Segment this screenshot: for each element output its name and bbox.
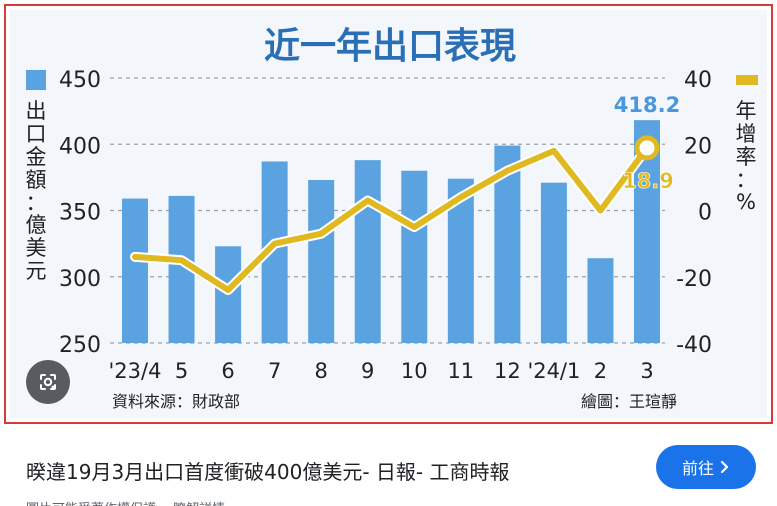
source-note: 資料來源：財政部 — [112, 392, 240, 411]
result-title[interactable]: 暌違19月3月出口首度衝破400億美元- 日報- 工商時報 — [26, 460, 510, 484]
left-axis-label-char: 口 — [26, 122, 47, 146]
right-tick-label: 20 — [684, 134, 712, 159]
visit-button[interactable]: 前往 — [656, 445, 756, 489]
x-tick-label: 11 — [447, 359, 474, 383]
left-tick-label: 250 — [59, 333, 101, 358]
bar — [122, 198, 148, 343]
bar — [401, 170, 428, 343]
x-tick-label: 5 — [175, 359, 188, 383]
right-tick-label: -20 — [676, 267, 712, 292]
left-axis-label-char: ： — [26, 191, 47, 215]
x-tick-label: '24/1 — [527, 359, 580, 383]
line-end-marker — [634, 135, 660, 161]
right-axis-label-char: 年 — [736, 99, 757, 123]
x-tick-label: 10 — [401, 359, 428, 383]
x-tick-label: '23/4 — [109, 359, 162, 383]
line-legend-swatch — [736, 75, 758, 85]
x-tick-label: 3 — [640, 359, 653, 383]
line-last-value-label: 18.9 — [622, 169, 674, 193]
right-axis-label-char: 率 — [736, 145, 757, 169]
right-axis-label-char: ： — [736, 168, 757, 192]
bar — [354, 160, 381, 343]
left-axis-label-char: 億 — [26, 213, 47, 237]
export-chart: 近一年出口表現45040035030025040200-20-40出口金額：億美… — [10, 10, 767, 418]
left-axis-label-char: 額 — [26, 168, 47, 192]
right-axis-label-char: % — [736, 190, 756, 214]
left-tick-label: 350 — [59, 201, 101, 226]
x-tick-label: 12 — [494, 359, 521, 383]
chart-title: 近一年出口表現 — [264, 26, 516, 67]
x-tick-label: 8 — [314, 359, 327, 383]
result-caption-bar: 暌違19月3月出口首度衝破400億美元- 日報- 工商時報 前往 圖片可能受著作… — [0, 428, 777, 506]
left-tick-label: 300 — [59, 267, 101, 292]
image-selection-border — [4, 4, 773, 424]
lens-search-button[interactable] — [26, 360, 70, 404]
growth-line — [132, 144, 650, 293]
right-tick-label: 0 — [698, 201, 712, 226]
right-tick-label: 40 — [684, 68, 712, 93]
bar-last-value-label: 418.2 — [614, 93, 680, 117]
bar — [587, 258, 614, 343]
copyright-notice: 圖片可能受著作權保護。 瞭解詳情 — [26, 498, 225, 506]
x-tick-label: 2 — [594, 359, 607, 383]
right-tick-label: -40 — [676, 333, 712, 358]
lens-icon — [40, 374, 56, 390]
credit-note: 繪圖：王瑄靜 — [581, 392, 677, 411]
chevron-right-icon — [720, 460, 729, 474]
left-tick-label: 450 — [59, 68, 101, 93]
left-axis-label-char: 元 — [26, 259, 47, 283]
left-axis-label-char: 金 — [26, 145, 47, 169]
left-axis-label-char: 出 — [26, 99, 47, 123]
visit-button-label: 前往 — [681, 459, 714, 478]
x-tick-label: 9 — [361, 359, 374, 383]
x-tick-label: 6 — [221, 359, 234, 383]
right-axis-label-char: 增 — [736, 122, 757, 146]
bar — [308, 180, 335, 343]
bar-legend-swatch — [26, 70, 46, 90]
left-tick-label: 400 — [59, 134, 101, 159]
bar — [540, 182, 567, 343]
x-tick-label: 7 — [268, 359, 281, 383]
image-preview: 近一年出口表現 450 400 350 300 250 40 20 0 -20 -40 出口金額：億美… — [4, 4, 773, 424]
left-axis-label-char: 美 — [26, 236, 47, 260]
